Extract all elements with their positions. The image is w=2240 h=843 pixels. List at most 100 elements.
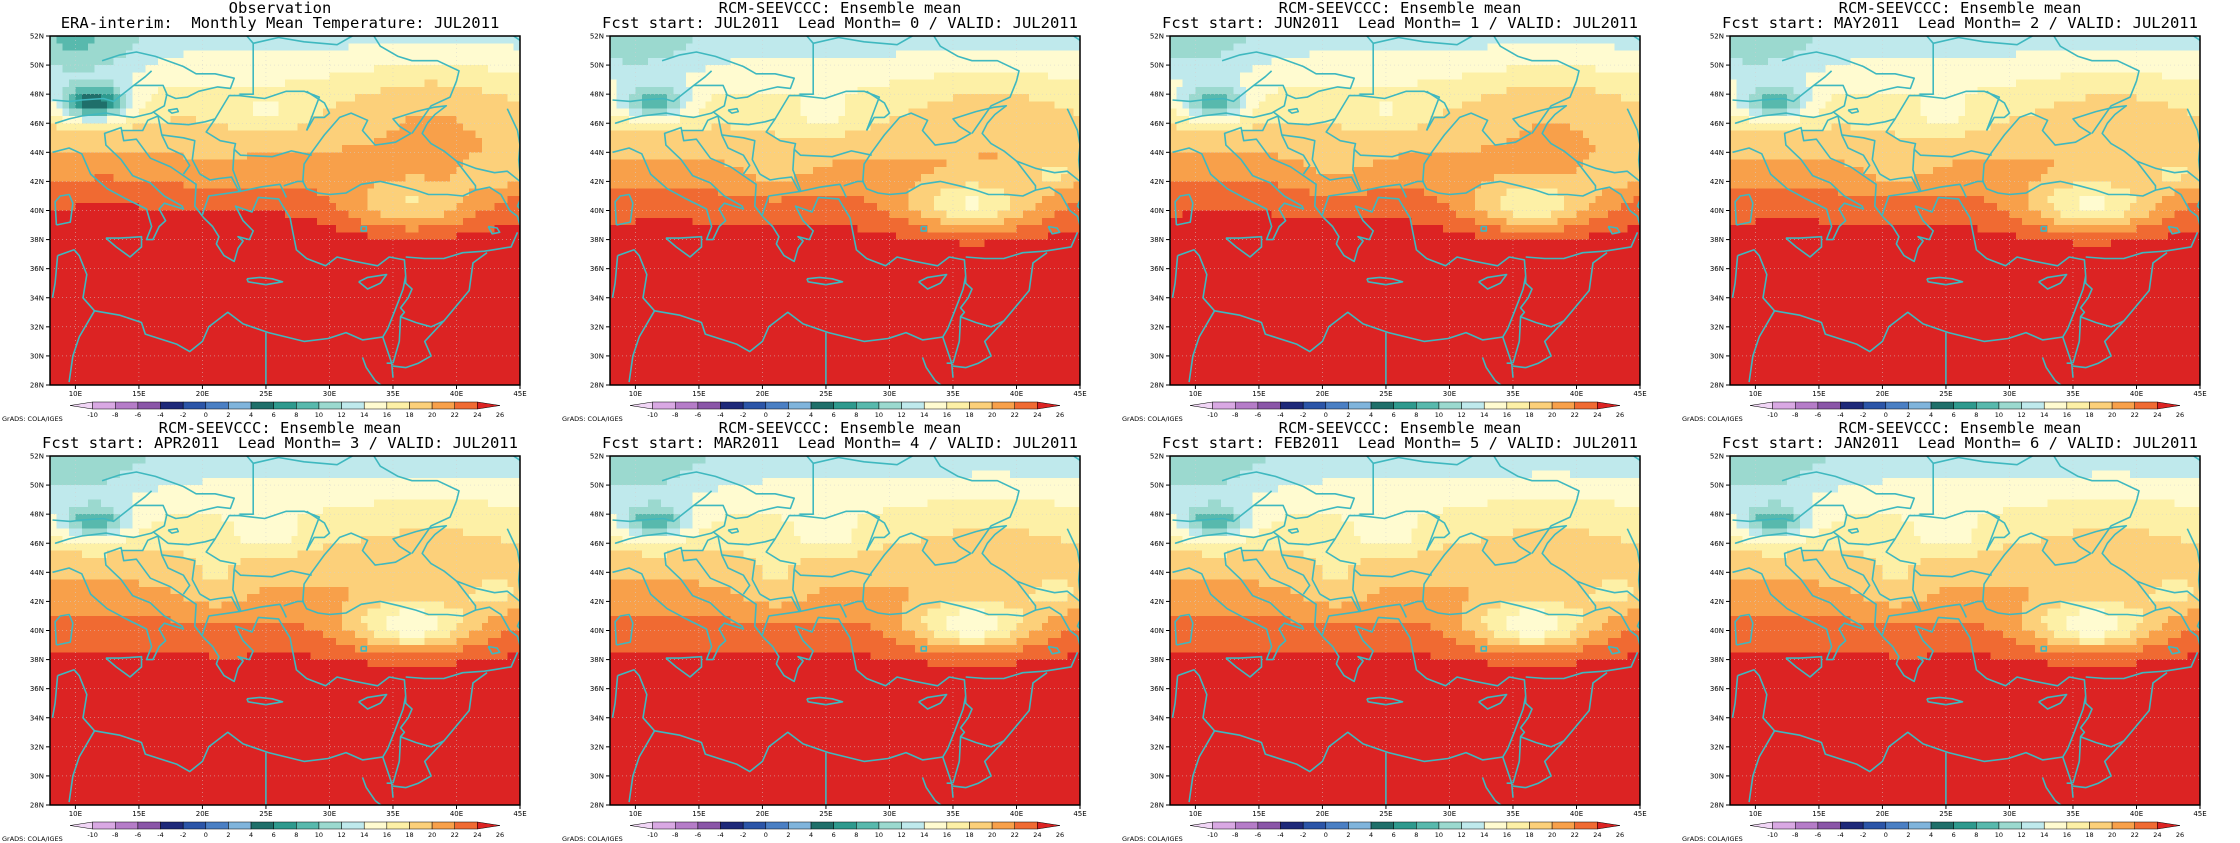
coastlines [1171, 456, 1640, 805]
lat-tick-label: 36N [590, 265, 604, 273]
map-panel-lead-4: RCM-SEEVCCC: Ensemble mean Fcst start: M… [560, 420, 1120, 843]
colorbar-swatch [1551, 821, 1575, 830]
lon-tick-label: 45E [513, 810, 526, 818]
colorbar-swatch [137, 821, 161, 830]
lon-tick-label: 10E [629, 390, 642, 398]
colorbar-label: 8 [1974, 411, 1978, 419]
colorbar-swatch [431, 401, 455, 410]
colorbar-label: 26 [2176, 831, 2184, 839]
temperature-field [1730, 36, 2200, 385]
colorbar-swatch [765, 401, 789, 410]
colorbar-label: 24 [1033, 831, 1041, 839]
colorbar-label: 6 [1392, 831, 1396, 839]
colorbar-label: 18 [2085, 831, 2093, 839]
lat-tick-label: 42N [1710, 178, 1724, 186]
lat-tick-label: 48N [590, 91, 604, 99]
lon-tick-label: 30E [883, 390, 896, 398]
colorbar-label: 20 [988, 411, 996, 419]
colorbar-swatch [1953, 821, 1977, 830]
colorbar-label: -4 [157, 831, 163, 839]
lat-tick-label: 40N [1710, 207, 1724, 215]
colorbar-swatch [1749, 401, 1773, 410]
colorbar-label: 2 [786, 411, 790, 419]
colorbar-label: 24 [1033, 411, 1041, 419]
lat-tick-label: 48N [1150, 511, 1164, 519]
colorbar-label: 14 [2040, 831, 2048, 839]
colorbar-label: 20 [428, 411, 436, 419]
colorbar-swatch [1817, 821, 1841, 830]
map-panel-lead-1: RCM-SEEVCCC: Ensemble mean Fcst start: J… [1120, 0, 1680, 423]
colorbar-swatch [629, 401, 653, 410]
colorbar-swatch [856, 821, 880, 830]
colorbar-swatch [431, 821, 455, 830]
colorbar-label: -4 [1277, 831, 1283, 839]
lon-tick-label: 20E [1876, 390, 1889, 398]
colorbar-label: 2 [1906, 831, 1910, 839]
colorbar-swatch [1325, 401, 1349, 410]
colorbar-label: 4 [1369, 411, 1373, 419]
colorbar-label: -10 [1767, 411, 1778, 419]
lat-tick-label: 32N [1710, 743, 1724, 751]
lat-tick-label: 36N [1710, 265, 1724, 273]
colorbar-swatch [2043, 821, 2068, 830]
colorbar-swatch [720, 401, 744, 410]
lat-tick-label: 28N [30, 802, 44, 810]
lon-tick-label: 15E [692, 390, 705, 398]
lon-tick-label: 15E [1252, 390, 1265, 398]
temperature-field [610, 456, 1080, 805]
colorbar-label: -8 [112, 411, 118, 419]
colorbar-label: -10 [1767, 831, 1778, 839]
panel-title: RCM-SEEVCCC: Ensemble mean [1838, 0, 2082, 17]
colorbar-label: 22 [2131, 831, 2139, 839]
coastlines [611, 456, 1080, 805]
lat-tick-label: 44N [30, 149, 44, 157]
colorbar-swatch [991, 821, 1015, 830]
colorbar-label: 22 [1011, 831, 1019, 839]
colorbar-label: 2 [226, 411, 230, 419]
lon-tick-label: 45E [513, 390, 526, 398]
coastlines [611, 36, 1080, 385]
colorbar-swatch [2021, 821, 2045, 830]
colorbar-label: 20 [1548, 411, 1556, 419]
colorbar-label: 0 [1324, 831, 1328, 839]
colorbar-swatch [1795, 821, 1819, 830]
colorbar-label: 12 [897, 831, 905, 839]
colorbar-label: 22 [1011, 411, 1019, 419]
colorbar-swatch [409, 401, 433, 410]
colorbar-label: -10 [647, 411, 658, 419]
colorbar-swatch [991, 401, 1015, 410]
lon-tick-label: 20E [756, 390, 769, 398]
colorbar-label: 24 [473, 831, 481, 839]
panel-subtitle: Fcst start: MAR2011 Lead Month= 4 / VALI… [602, 434, 1078, 452]
lat-tick-label: 50N [590, 482, 604, 490]
colorbar-swatch [697, 821, 721, 830]
lon-tick-label: 15E [132, 810, 145, 818]
lat-tick-label: 44N [30, 569, 44, 577]
lat-tick-label: 36N [1150, 265, 1164, 273]
lat-tick-label: 28N [1710, 802, 1724, 810]
lat-tick-label: 38N [590, 236, 604, 244]
colorbar-label: 16 [2063, 411, 2071, 419]
colorbar-label: -10 [87, 411, 98, 419]
lat-tick-label: 32N [30, 743, 44, 751]
colorbar-swatch [629, 821, 653, 830]
colorbar-label: 2 [226, 831, 230, 839]
colorbar-swatch [363, 821, 388, 830]
temperature-field [1730, 456, 2200, 805]
colorbar-label: -6 [135, 411, 141, 419]
lat-tick-label: 28N [590, 382, 604, 390]
colorbar: -10 -8 -6 -4 -2 0 2 4 6 8 10 12 14 16 18 20 22 24 26 [629, 401, 1064, 419]
panel-subtitle: Fcst start: JAN2011 Lead Month= 6 / VALI… [1722, 434, 2198, 452]
colorbar-swatch [477, 401, 501, 410]
colorbar-label: 26 [496, 831, 504, 839]
lon-tick-label: 10E [1749, 810, 1762, 818]
colorbar-label: 12 [2017, 411, 2025, 419]
colorbar-label: 14 [360, 411, 368, 419]
temperature-map: 28N 30N 32N 34N 36N 38N 40N 42N 44N 46N 48N 50N 52N 1… [1710, 453, 2207, 840]
lon-tick-label: 20E [1876, 810, 1889, 818]
colorbar-swatch [341, 401, 365, 410]
colorbar-label: 14 [1480, 411, 1488, 419]
colorbar-swatch [720, 821, 744, 830]
colorbar-label: -6 [135, 831, 141, 839]
axis-labels: 28N 30N 32N 34N 36N 38N 40N 42N 44N 46N 48N 50N 52N 1… [590, 33, 1087, 399]
